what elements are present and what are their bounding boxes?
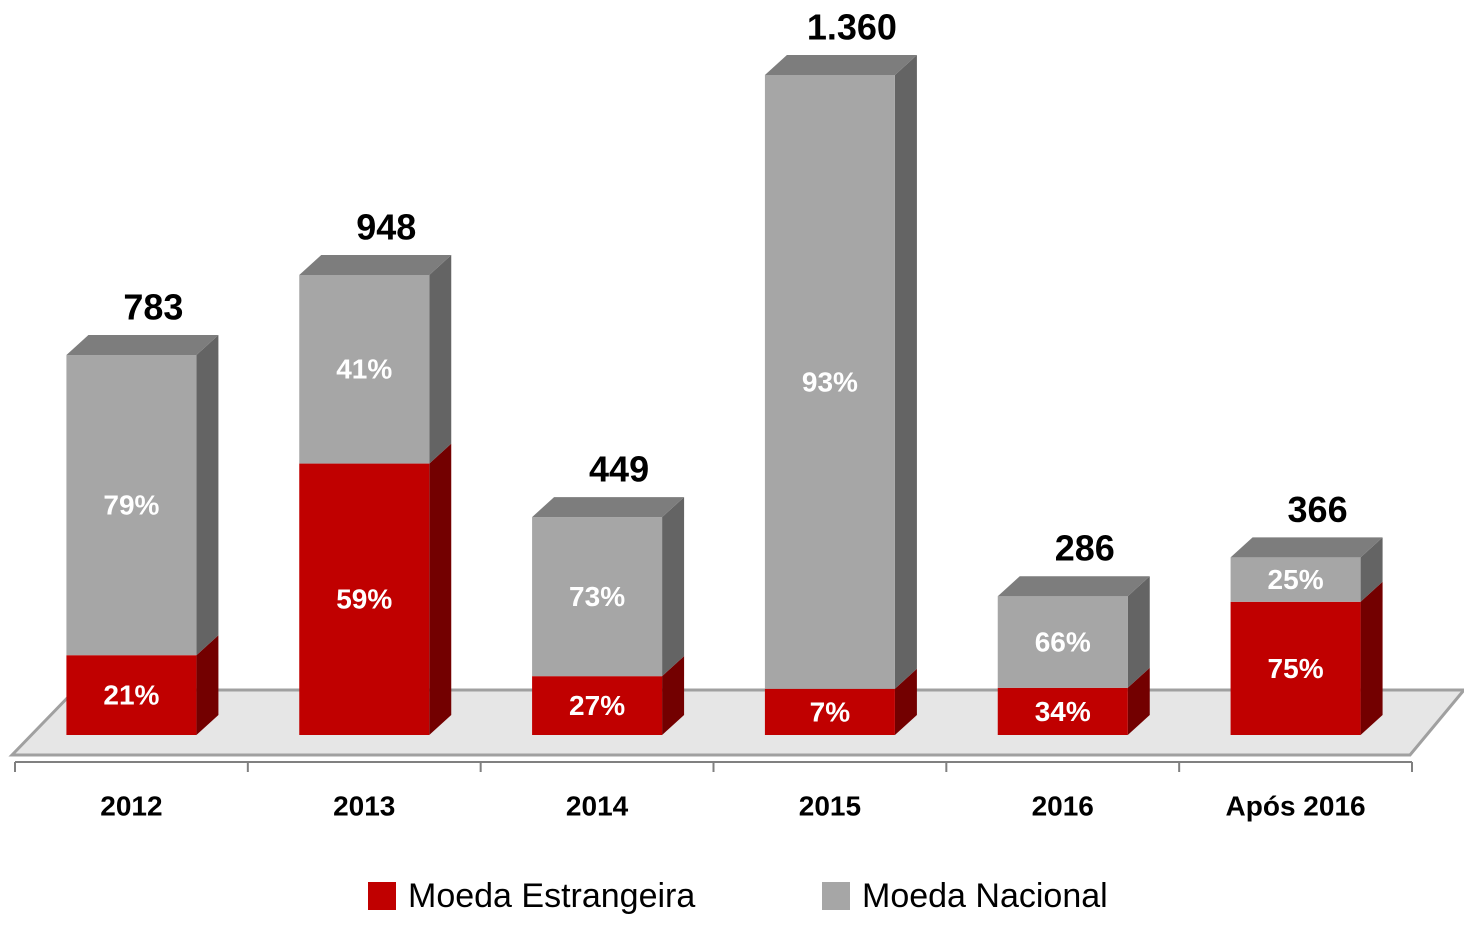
segment-label: 25% [1268, 564, 1324, 595]
bar-side [196, 635, 219, 735]
bar-side [1360, 537, 1383, 602]
total-label: 783 [123, 287, 183, 328]
x-tick-label: 2016 [1032, 790, 1094, 821]
segment-label: 93% [802, 366, 858, 397]
bar-segment [764, 75, 895, 689]
bar-side [1127, 576, 1150, 688]
segment-label: 7% [810, 696, 851, 727]
bar-side [196, 335, 219, 656]
x-tick-label: 2013 [333, 790, 395, 821]
segment-label: 79% [103, 489, 159, 520]
segment-label: 27% [569, 690, 625, 721]
bar-side [1127, 667, 1150, 735]
segment-label: 21% [103, 679, 159, 710]
bar-segment [66, 355, 197, 656]
bar-segment [299, 274, 430, 464]
legend-swatch [368, 882, 396, 910]
total-label: 449 [589, 449, 649, 490]
segment-label: 75% [1268, 653, 1324, 684]
total-label: 286 [1055, 528, 1115, 569]
bar-segment [532, 676, 663, 735]
bar-segment [997, 596, 1128, 688]
bar-side [429, 254, 452, 464]
bar-side [429, 443, 452, 735]
bar-side [662, 656, 685, 735]
bar-segment [1230, 601, 1361, 735]
bar-segment [764, 688, 895, 735]
bar-top [532, 497, 685, 518]
bar-side [1360, 581, 1383, 735]
bar-side [662, 497, 685, 677]
legend-label: Moeda Estrangeira [408, 877, 695, 915]
total-label: 948 [356, 206, 416, 247]
x-tick-label: 2014 [566, 790, 629, 821]
bar-side [894, 668, 917, 735]
segment-label: 59% [336, 584, 392, 615]
bar-top [764, 55, 917, 75]
segment-label: 73% [569, 581, 625, 612]
bar-top [66, 335, 219, 356]
bar-side [894, 55, 917, 689]
total-label: 366 [1288, 489, 1348, 530]
total-label: 1.360 [807, 7, 897, 48]
bar-segment [299, 463, 430, 735]
legend-swatch [822, 882, 850, 910]
bar-top [997, 576, 1150, 597]
segment-label: 66% [1035, 626, 1091, 657]
segment-label: 34% [1035, 696, 1091, 727]
bar-segment [997, 687, 1128, 735]
bar-segment [66, 655, 197, 735]
legend-label: Moeda Nacional [862, 877, 1108, 915]
bar-segment [1230, 557, 1361, 602]
bar-top [1230, 537, 1383, 558]
bar-top [299, 254, 452, 275]
x-tick-label: 2012 [100, 790, 162, 821]
x-tick-label: Após 2016 [1226, 790, 1366, 821]
bar-segment [532, 517, 663, 677]
x-tick-label: 2015 [799, 790, 861, 821]
segment-label: 41% [336, 354, 392, 385]
